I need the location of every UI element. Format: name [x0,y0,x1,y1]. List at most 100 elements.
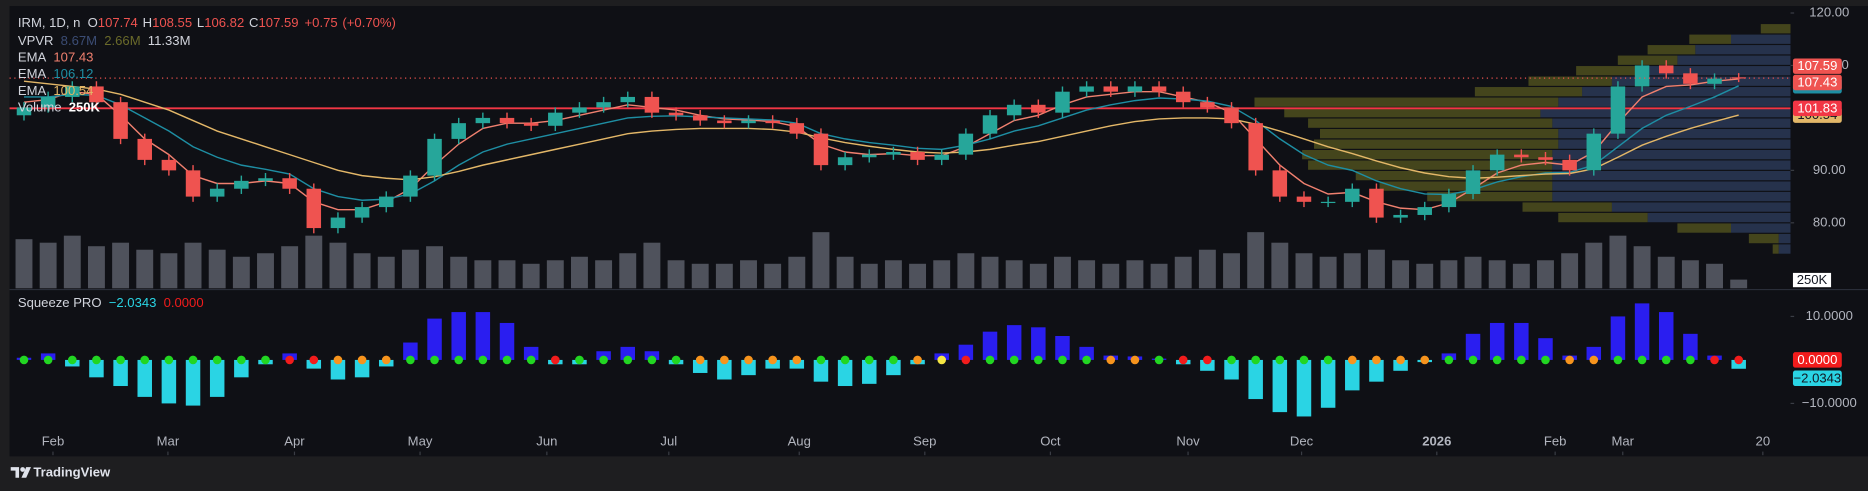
vpvr-up [1730,223,1791,233]
squeeze-dot [1154,355,1164,365]
vpvr-up [1552,118,1791,128]
ema-value: 100.54 [53,83,93,98]
logo-dot [20,467,26,472]
candle-body [910,152,925,160]
candle-body [934,154,949,160]
squeeze-dot [695,355,705,365]
squeeze-dot [116,355,125,365]
squeeze-dot [1106,355,1116,365]
squeeze-dot [575,355,584,365]
candle-body [1731,77,1746,79]
momentum-bar [1031,327,1046,360]
squeeze-dot [647,355,657,365]
ema-legend: EMA 107.43 [18,50,94,65]
candle-body [1634,65,1650,87]
squeeze-dot [1613,355,1623,365]
volume-bar [1537,260,1554,289]
volume-bar [87,246,105,289]
momentum-value: −2.0343 [109,295,157,310]
momentum-bar [1006,325,1022,360]
vpvr-up [1552,170,1791,181]
volume-bar [1392,260,1410,289]
volume-bar [1174,256,1192,289]
candle-body [813,133,829,166]
x-tick-label: Dec [1290,434,1314,449]
vpvr-down [1308,160,1553,170]
ema-name: EMA [18,83,47,98]
squeeze-dot [1468,355,1478,365]
volume-bar [257,253,274,289]
vpvr-down [1522,202,1612,212]
squeeze-dot [1372,355,1381,365]
squeeze-dot [309,355,319,365]
vpvr-down [1772,244,1779,254]
momentum-bar [1465,333,1481,360]
candle-body [886,152,901,155]
squeeze-dot [913,355,922,365]
candle-body [1200,102,1215,108]
squeeze-dot [1492,355,1502,365]
x-tick-label: Feb [1544,434,1567,449]
candle-body [1562,159,1577,171]
ema-legend: EMA 100.54 [18,83,94,98]
momentum-bar [354,359,370,378]
symbol: IRM, 1D, n [18,15,81,30]
volume-bar [812,232,830,289]
candle-body [1055,91,1070,113]
vpvr-up [1552,160,1791,170]
ohlc-label: H [143,15,152,30]
candle-body [282,178,297,189]
momentum-bar [89,359,104,378]
brand-logo [10,467,31,478]
momentum-bar [765,359,780,369]
volume-bar [619,253,637,289]
candle-body [717,120,732,124]
candle-body [137,138,152,160]
squeeze-dot [406,355,415,365]
candle-body [1610,86,1626,134]
candle-body [1151,86,1167,92]
squeeze-dot [92,355,101,365]
signal-value: 0.0000 [164,295,204,310]
ohlc-label: O [88,15,98,30]
candle-body [16,107,32,116]
momentum-bar [1634,303,1650,360]
momentum-bar [1345,359,1360,391]
volume-bar [1681,260,1699,289]
squeeze-dot [140,355,150,365]
candle-body [620,96,636,103]
candle-body [1006,104,1022,116]
candle-body [499,117,515,124]
momentum-bar [620,346,636,360]
y-tick-label: −10.0000 [1802,395,1857,410]
candle-body [1658,65,1674,74]
squeeze-dot [792,355,802,365]
change: +0.75 [305,15,338,30]
vpvr-down [1760,24,1791,34]
squeeze-dot [1444,355,1454,365]
squeeze-dot [1178,355,1188,365]
squeeze-dot [840,355,850,365]
candle-body [982,115,998,134]
candle-body [475,117,491,124]
squeeze-dot [1203,355,1212,365]
candle-body [40,96,56,108]
volume-bar [933,260,951,289]
squeeze-dot [961,355,971,365]
ema-value-label: 107.43 [1797,75,1837,90]
volume-bar [1488,260,1506,289]
momentum-bar [1586,346,1602,360]
momentum-bar [717,359,732,380]
volume-bar [1295,253,1313,289]
momentum-bar [1683,333,1698,360]
volume-bar [208,249,226,289]
vpvr-up [1695,45,1791,55]
squeeze-dot [1661,355,1671,365]
squeeze-dot [816,355,826,365]
volume-bar [691,263,709,289]
vpvr-value: 2.66M [104,33,140,48]
volume-bar [426,246,444,289]
candle-body [1586,133,1602,171]
vpvr-up [1558,139,1791,149]
vpvr-value: 11.33M [148,33,191,48]
